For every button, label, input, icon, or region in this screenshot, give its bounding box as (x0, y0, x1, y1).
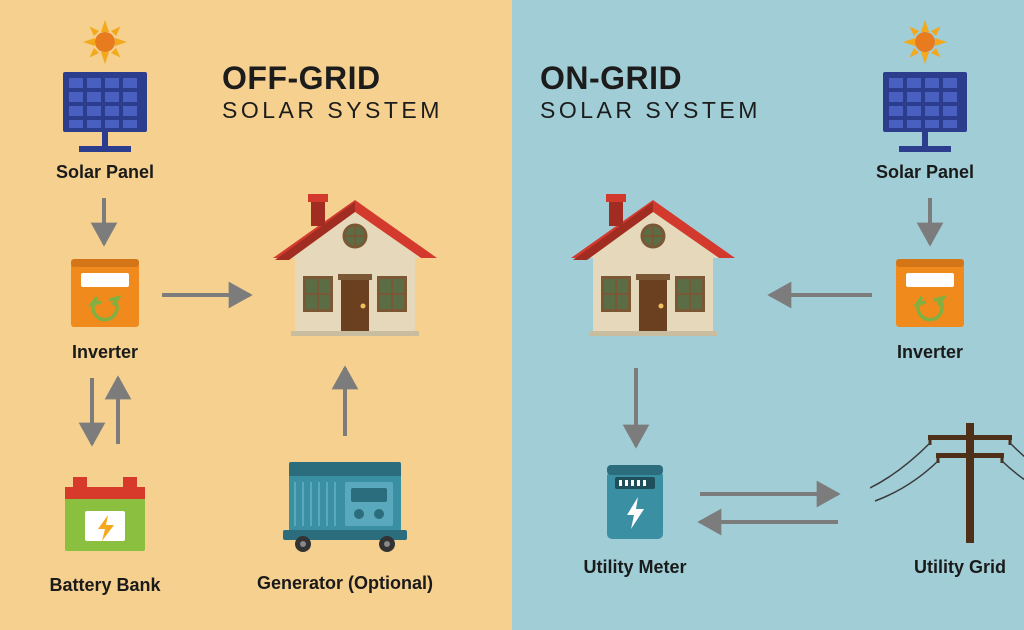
grid-label: Utility Grid (870, 557, 1024, 578)
title-line1: OFF-GRID (222, 60, 443, 97)
solar-panel-icon (45, 20, 165, 160)
title-line1: ON-GRID (540, 60, 761, 97)
meter-icon (590, 455, 680, 555)
inverter-label: Inverter (15, 342, 195, 363)
house-icon (260, 180, 450, 350)
title-line2: SOLAR SYSTEM (222, 97, 443, 124)
battery-icon (55, 465, 155, 565)
inverter-label: Inverter (840, 342, 1020, 363)
grid-icon (870, 405, 1024, 555)
generator-icon (270, 445, 420, 565)
battery-label: Battery Bank (15, 575, 195, 596)
solar-panel-label: Solar Panel (15, 162, 195, 183)
on-grid-title: ON-GRID SOLAR SYSTEM (540, 60, 761, 124)
off-grid-title: OFF-GRID SOLAR SYSTEM (222, 60, 443, 124)
house-icon (558, 180, 748, 350)
inverter-icon (60, 250, 150, 340)
solar-panel-label: Solar Panel (835, 162, 1015, 183)
title-line2: SOLAR SYSTEM (540, 97, 761, 124)
generator-label: Generator (Optional) (255, 573, 435, 594)
solar-panel-icon (865, 20, 985, 160)
meter-label: Utility Meter (545, 557, 725, 578)
inverter-icon (885, 250, 975, 340)
